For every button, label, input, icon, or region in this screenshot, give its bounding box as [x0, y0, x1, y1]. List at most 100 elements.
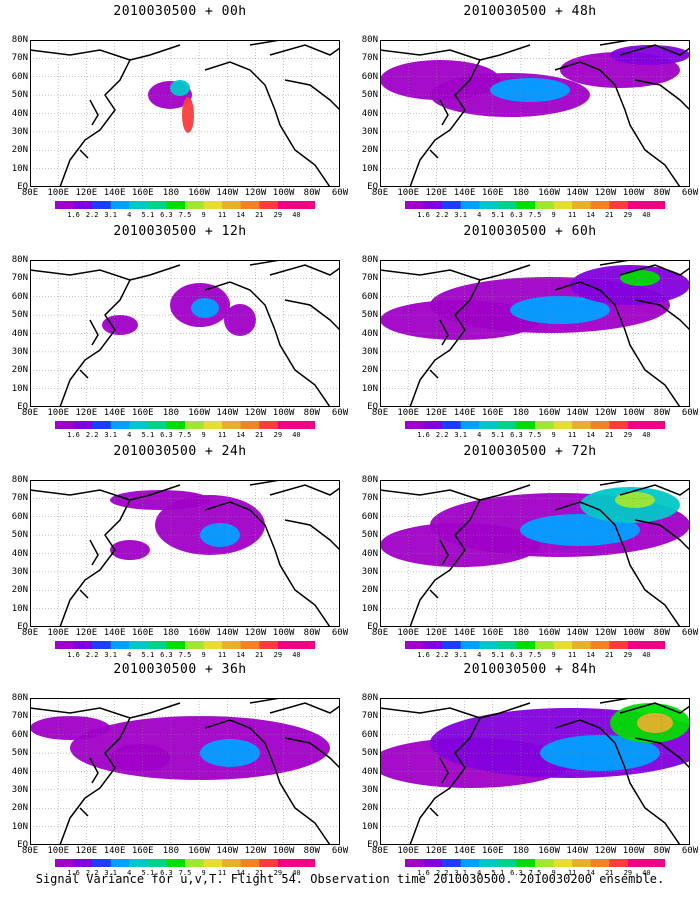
map-panel: 2010030500 + 48h 80N 70N 60N 50N 40N 30N 20N 10N… [360, 0, 700, 222]
variance-patch [102, 315, 138, 335]
colorbar-label: 11 [567, 431, 577, 439]
variance-patch [200, 739, 260, 767]
colorbar-segment [535, 421, 555, 429]
colorbar-label: 4 [127, 431, 132, 439]
latitude-label: 70N [11, 711, 28, 722]
colorbar-segment [423, 641, 443, 649]
variance-patch [110, 490, 210, 510]
colorbar-label: 4 [127, 869, 132, 877]
colorbar-label: 29 [273, 211, 283, 219]
latitude-label: 30N [11, 784, 28, 795]
colorbar-segment [572, 201, 592, 209]
colorbar-label: 5.1 [491, 431, 505, 439]
colorbar-segment [572, 859, 592, 867]
colorbar-segment [516, 421, 536, 429]
colorbar-label: 3.1 [454, 211, 468, 219]
colorbar-label: 2.2 [435, 869, 449, 877]
latitude-label: 40N [11, 766, 28, 777]
colorbar-label: 1.6 [417, 651, 430, 659]
colorbar-label: 40 [292, 869, 301, 877]
variance-patch [520, 514, 640, 546]
longitude-label: 80E [21, 628, 39, 638]
coastline [79, 539, 99, 599]
colorbar-segment [405, 641, 425, 649]
colorbar-label: 3.1 [454, 651, 468, 659]
latitude-label: 20N [11, 145, 28, 156]
panel-title: 2010030500 + 12h [113, 224, 247, 239]
longitude-label: 140E [103, 628, 126, 638]
longitude-label: 80W [653, 188, 670, 198]
colorbar-segment [110, 421, 130, 429]
colorbar-segment [442, 859, 462, 867]
colorbar-label: 6.3 [160, 869, 173, 877]
colorbar-label: 11 [217, 211, 227, 219]
colorbar-segment [259, 641, 279, 649]
colorbar-label: 5.1 [491, 211, 505, 219]
coastline [204, 719, 331, 845]
colorbar-segment [185, 201, 205, 209]
colorbar [405, 201, 665, 209]
coastline [284, 737, 340, 769]
latitude-label: 10N [361, 821, 378, 832]
coastline [129, 264, 181, 281]
colorbar [55, 859, 315, 867]
longitude-label: 100E [47, 846, 70, 856]
longitude-label: 100W [622, 846, 645, 856]
colorbar-label: 1.6 [67, 869, 80, 877]
longitude-label: 120E [75, 846, 98, 856]
colorbar [55, 641, 315, 649]
colorbar-segment [572, 641, 592, 649]
longitude-label: 120W [244, 846, 267, 856]
colorbar-segment [479, 859, 499, 867]
colorbar-segment [222, 421, 242, 429]
colorbar-segment [203, 641, 223, 649]
colorbar-label: 5.1 [141, 431, 155, 439]
colorbar-label: 5.1 [491, 869, 505, 877]
longitude-label: 120W [594, 846, 617, 856]
longitude-label: 100W [272, 846, 295, 856]
map-panel: 2010030500 + 84h 80N 70N 60N 50N 40N 30N 20N 10N… [360, 658, 700, 880]
colorbar-segment [460, 859, 480, 867]
colorbar-label: 21 [605, 211, 614, 219]
colorbar-segment [166, 201, 186, 209]
coastline [204, 501, 331, 627]
colorbar-segment [129, 201, 149, 209]
colorbar-segment [553, 641, 573, 649]
colorbar-label: 9 [551, 869, 556, 877]
coastline [429, 757, 449, 817]
colorbar-label: 2.2 [85, 651, 99, 659]
colorbar [405, 859, 665, 867]
coastline [429, 99, 449, 159]
colorbar-segment [240, 421, 260, 429]
colorbar-segment [185, 641, 205, 649]
colorbar-segment [460, 641, 480, 649]
longitude-label: 120E [75, 188, 98, 198]
coastline [634, 299, 690, 331]
latitude-label: 50N [11, 310, 28, 321]
latitude-label: EQ [17, 182, 28, 192]
colorbar [55, 201, 315, 209]
longitude-label: 80W [653, 628, 670, 638]
colorbar-label: 9 [551, 651, 556, 659]
latitude-label: 10N [11, 603, 28, 614]
colorbar-label: 7.5 [528, 211, 542, 219]
longitude-label: 60W [681, 188, 699, 198]
colorbar-segment [55, 859, 75, 867]
coastline [634, 519, 690, 551]
colorbar-label: 5.1 [141, 211, 155, 219]
latitude-label: 50N [361, 530, 378, 541]
longitude-label: 120E [75, 408, 98, 418]
latitude-label: 80N [11, 255, 28, 265]
colorbar-segment [222, 859, 242, 867]
longitude-label: 180 [512, 188, 530, 198]
longitude-label: 80W [653, 408, 670, 418]
colorbar-segment [442, 641, 462, 649]
colorbar-segment [277, 201, 297, 209]
colorbar-segment [147, 421, 167, 429]
longitude-label: 100W [622, 628, 645, 638]
longitude-label: 140W [566, 188, 589, 198]
colorbar-label: 29 [623, 869, 633, 877]
longitude-label: 120W [244, 628, 267, 638]
longitude-label: 80W [303, 408, 320, 418]
colorbar-label: 2.2 [85, 211, 99, 219]
